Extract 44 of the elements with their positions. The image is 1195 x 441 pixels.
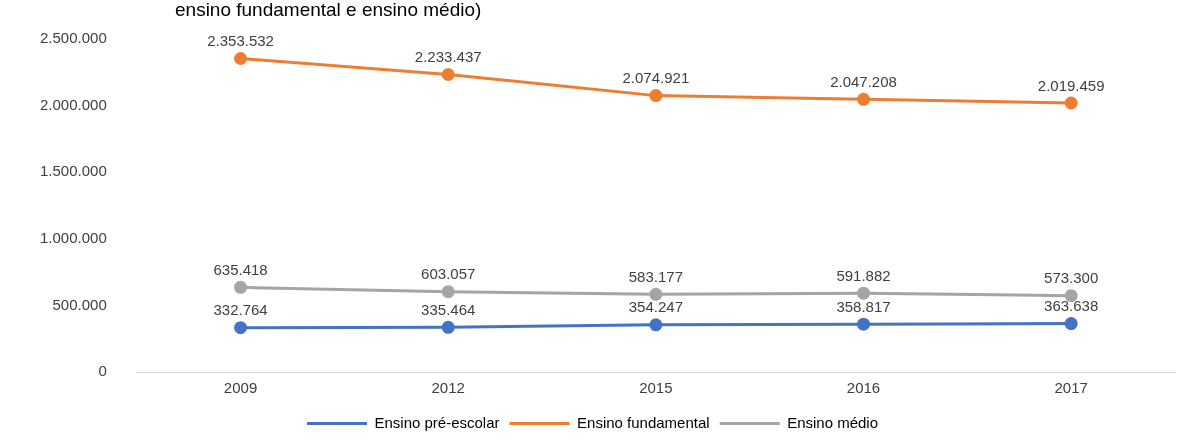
data-label: 363.638 xyxy=(1044,297,1099,315)
point xyxy=(441,68,455,82)
legend-label: Ensino pré-escolar xyxy=(374,413,500,431)
legend-label: Ensino fundamental xyxy=(577,413,710,431)
point xyxy=(857,317,871,331)
point xyxy=(234,52,248,66)
data-label: 2.353.532 xyxy=(207,32,274,50)
x-tick-label: 2017 xyxy=(1054,379,1088,397)
point xyxy=(649,287,663,301)
data-label: 573.300 xyxy=(1044,269,1099,287)
y-tick-label: 1.500.000 xyxy=(40,162,107,180)
data-label: 354.247 xyxy=(628,298,683,316)
data-label: 2.074.921 xyxy=(622,69,690,87)
data-label: 2.233.437 xyxy=(414,48,482,66)
x-tick-label: 2015 xyxy=(639,379,673,397)
data-label: 332.764 xyxy=(213,301,268,319)
point xyxy=(234,280,248,294)
chart-title: ensino fundamental e ensino médio) xyxy=(175,0,482,20)
data-label: 635.418 xyxy=(213,261,268,278)
x-tick-label: 2016 xyxy=(846,379,881,397)
y-tick-label: 500.000 xyxy=(52,295,107,313)
point xyxy=(441,320,455,334)
x-tick-label: 2009 xyxy=(223,379,258,397)
point xyxy=(234,321,248,335)
y-tick-label: 2.500.000 xyxy=(40,29,107,47)
data-label: 358.817 xyxy=(836,297,891,315)
point xyxy=(441,285,455,299)
data-label: 583.177 xyxy=(628,267,683,285)
point xyxy=(649,89,663,103)
point xyxy=(1064,96,1078,110)
point xyxy=(857,92,871,106)
data-label: 2.047.208 xyxy=(830,72,897,90)
point xyxy=(649,318,663,332)
data-label: 591.882 xyxy=(836,266,891,284)
legend-label: Ensino médio xyxy=(787,413,879,431)
y-tick-label: 1.000.000 xyxy=(40,228,107,246)
data-label: 2.019.459 xyxy=(1037,76,1105,94)
y-tick-label: 2.000.000 xyxy=(40,95,107,113)
y-tick-label: 0 xyxy=(98,362,107,380)
data-label: 335.464 xyxy=(421,300,476,318)
x-tick-label: 2012 xyxy=(431,379,465,397)
data-label: 603.057 xyxy=(421,265,476,283)
point xyxy=(1064,317,1078,331)
point xyxy=(857,286,871,300)
